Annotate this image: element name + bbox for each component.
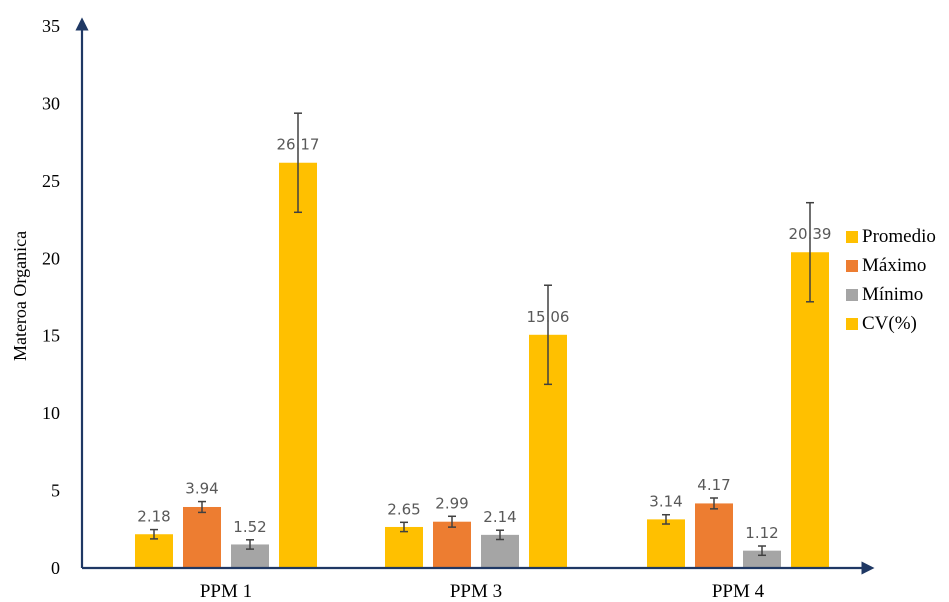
data-label-ppm-1-cv: 26.17 [277,136,320,154]
x-category-label: PPM 4 [712,581,765,602]
bar-ppm-4-promedio [647,519,685,568]
y-axis-title: Materoa Organica [10,231,30,361]
data-label-ppm-4-promedio: 3.14 [649,493,682,511]
data-label-ppm-4-m-ximo: 4.17 [697,476,730,494]
data-label-ppm-3-m-ximo: 2.99 [435,494,468,512]
data-label-ppm-1-promedio: 2.18 [137,508,170,526]
legend-item-m-nimo: Mínimo [846,284,923,305]
error-bars-layer [150,112,814,557]
y-tick-label: 10 [42,403,60,423]
error-bar-ppm-1-promedio [150,528,158,540]
legend-label: Máximo [862,255,926,276]
y-tick-labels: 0 5 10 15 20 25 30 35 [42,16,60,578]
bar-ppm-1-cv [279,162,317,568]
y-tick-label: 5 [51,481,60,501]
legend-swatch [846,231,858,243]
bar-ppm-3-m-nimo [481,534,519,568]
y-tick-label: 25 [42,171,60,191]
bars-layer [135,162,829,569]
bar-ppm-1-m-ximo [183,506,221,568]
bar-ppm-3-m-ximo [433,521,471,568]
legend: Promedio Máximo Mínimo CV(%) [846,226,936,334]
y-tick-label: 35 [42,16,60,36]
error-bar-ppm-3-m-nimo [496,529,504,541]
data-label-ppm-4-cv: 20.39 [789,225,832,243]
bar-ppm-1-promedio [135,534,173,568]
legend-swatch [846,260,858,272]
data-label-ppm-1-m-ximo: 3.94 [185,480,218,498]
y-tick-label: 30 [42,93,60,113]
error-bar-ppm-1-cv [294,112,302,214]
x-category-labels: PPM 1 PPM 3 PPM 4 [200,581,765,602]
legend-label: CV(%) [862,313,917,334]
x-category-label: PPM 1 [200,581,252,602]
legend-label: Promedio [862,226,936,247]
bar-ppm-3-promedio [385,526,423,568]
error-bar-ppm-1-m-nimo [246,539,254,550]
y-tick-label: 15 [42,326,60,346]
legend-swatch [846,318,858,330]
data-labels-layer: 2.18 3.94 1.52 26.17 2.65 2.99 2.14 15.06 3.14 4.… [137,136,831,542]
legend-item-m-ximo: Máximo [846,255,926,276]
error-bar-ppm-3-promedio [400,521,408,533]
error-bar-ppm-3-m-ximo [448,515,456,528]
error-bar-ppm-4-promedio [662,513,670,525]
legend-swatch [846,289,858,301]
error-bar-ppm-4-m-nimo [758,545,766,557]
legend-item-cv: CV(%) [846,313,917,334]
data-label-ppm-3-m-nimo: 2.14 [483,508,516,526]
data-label-ppm-3-promedio: 2.65 [387,500,420,518]
legend-label: Mínimo [862,284,923,305]
y-tick-label: 0 [51,558,60,578]
error-bar-ppm-3-cv [544,284,552,386]
data-label-ppm-1-m-nimo: 1.52 [233,518,266,536]
error-bar-ppm-1-m-ximo [198,500,206,514]
data-label-ppm-3-cv: 15.06 [527,308,570,326]
error-bar-ppm-4-cv [806,201,814,303]
error-bar-ppm-4-m-ximo [710,497,718,510]
x-category-label: PPM 3 [450,581,502,602]
legend-item-promedio: Promedio [846,226,936,247]
data-label-ppm-4-m-nimo: 1.12 [745,524,778,542]
bar-ppm-4-m-nimo [743,550,781,568]
bar-ppm-4-cv [791,252,829,569]
bar-ppm-1-m-nimo [231,544,269,568]
y-tick-label: 20 [42,248,60,268]
bar-ppm-4-m-ximo [695,503,733,568]
